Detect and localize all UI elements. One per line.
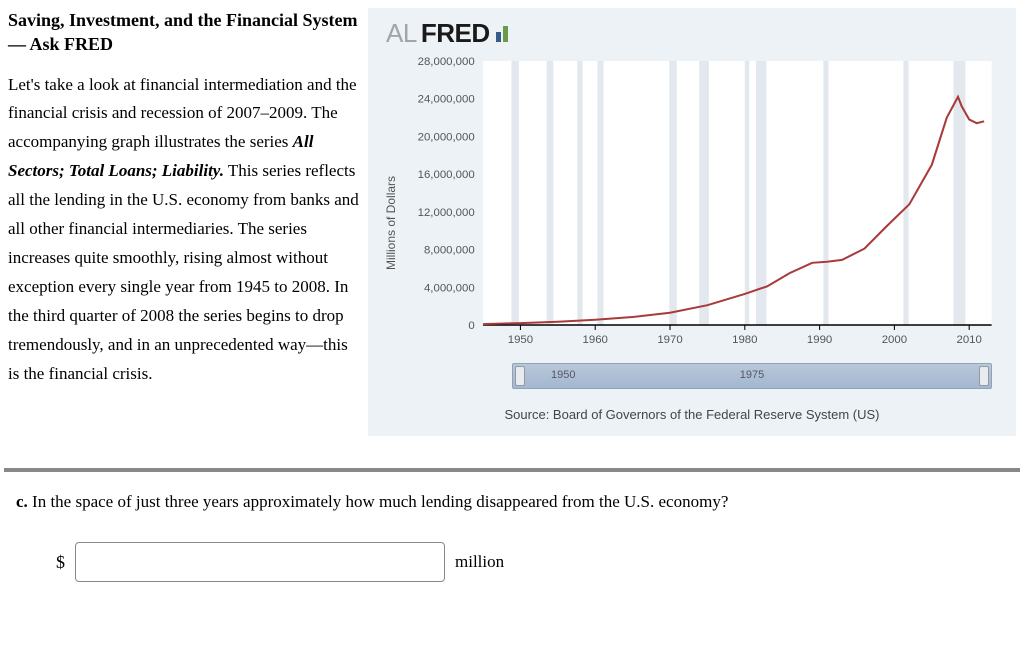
line-chart: 0 4,000,000 8,000,000 12,000,000 16,000,000 2… (400, 53, 1002, 353)
answer-unit: million (455, 552, 504, 572)
chart-panel: ALFRED Millions of Dollars 0 4,000,000 8,0… (368, 8, 1016, 436)
section-title: Saving, Investment, and the Financial Sy… (8, 8, 360, 57)
body-paragraph: Let's take a look at financial intermedi… (8, 71, 360, 389)
y-axis-label: Millions of Dollars (382, 93, 400, 353)
body-post: This series reflects all the lending in … (8, 161, 359, 382)
question-letter: c. (16, 492, 28, 511)
svg-text:4,000,000: 4,000,000 (424, 282, 475, 294)
question-body: In the space of just three years approxi… (28, 492, 729, 511)
svg-text:1960: 1960 (583, 334, 608, 346)
logo-fred: FRED (421, 18, 490, 49)
svg-text:28,000,000: 28,000,000 (418, 56, 475, 68)
currency-symbol: $ (56, 552, 65, 573)
svg-text:8,000,000: 8,000,000 (424, 245, 475, 257)
question-block: c. In the space of just three years appr… (4, 492, 1020, 582)
svg-text:1950: 1950 (508, 334, 533, 346)
svg-text:1990: 1990 (807, 334, 832, 346)
svg-text:20,000,000: 20,000,000 (418, 132, 475, 144)
chart-source: Source: Board of Governors of the Federa… (382, 407, 1002, 422)
section-divider (4, 468, 1020, 472)
svg-text:2000: 2000 (882, 334, 907, 346)
alfred-logo: ALFRED (386, 18, 1002, 49)
logo-al: AL (386, 18, 417, 49)
question-text: c. In the space of just three years appr… (16, 492, 1008, 512)
answer-input[interactable] (75, 542, 445, 582)
svg-text:0: 0 (468, 320, 474, 332)
slider-handle-right[interactable] (979, 366, 989, 386)
svg-text:16,000,000: 16,000,000 (418, 169, 475, 181)
time-range-slider[interactable]: 1950 1975 (512, 363, 992, 389)
slider-label-1950: 1950 (551, 369, 575, 381)
svg-text:2010: 2010 (956, 334, 981, 346)
svg-text:12,000,000: 12,000,000 (418, 207, 475, 219)
slider-handle-left[interactable] (515, 366, 525, 386)
svg-text:1970: 1970 (657, 334, 682, 346)
svg-text:24,000,000: 24,000,000 (418, 94, 475, 106)
slider-label-1975: 1975 (740, 369, 764, 381)
svg-text:1980: 1980 (732, 334, 757, 346)
logo-bars-icon (496, 26, 508, 42)
